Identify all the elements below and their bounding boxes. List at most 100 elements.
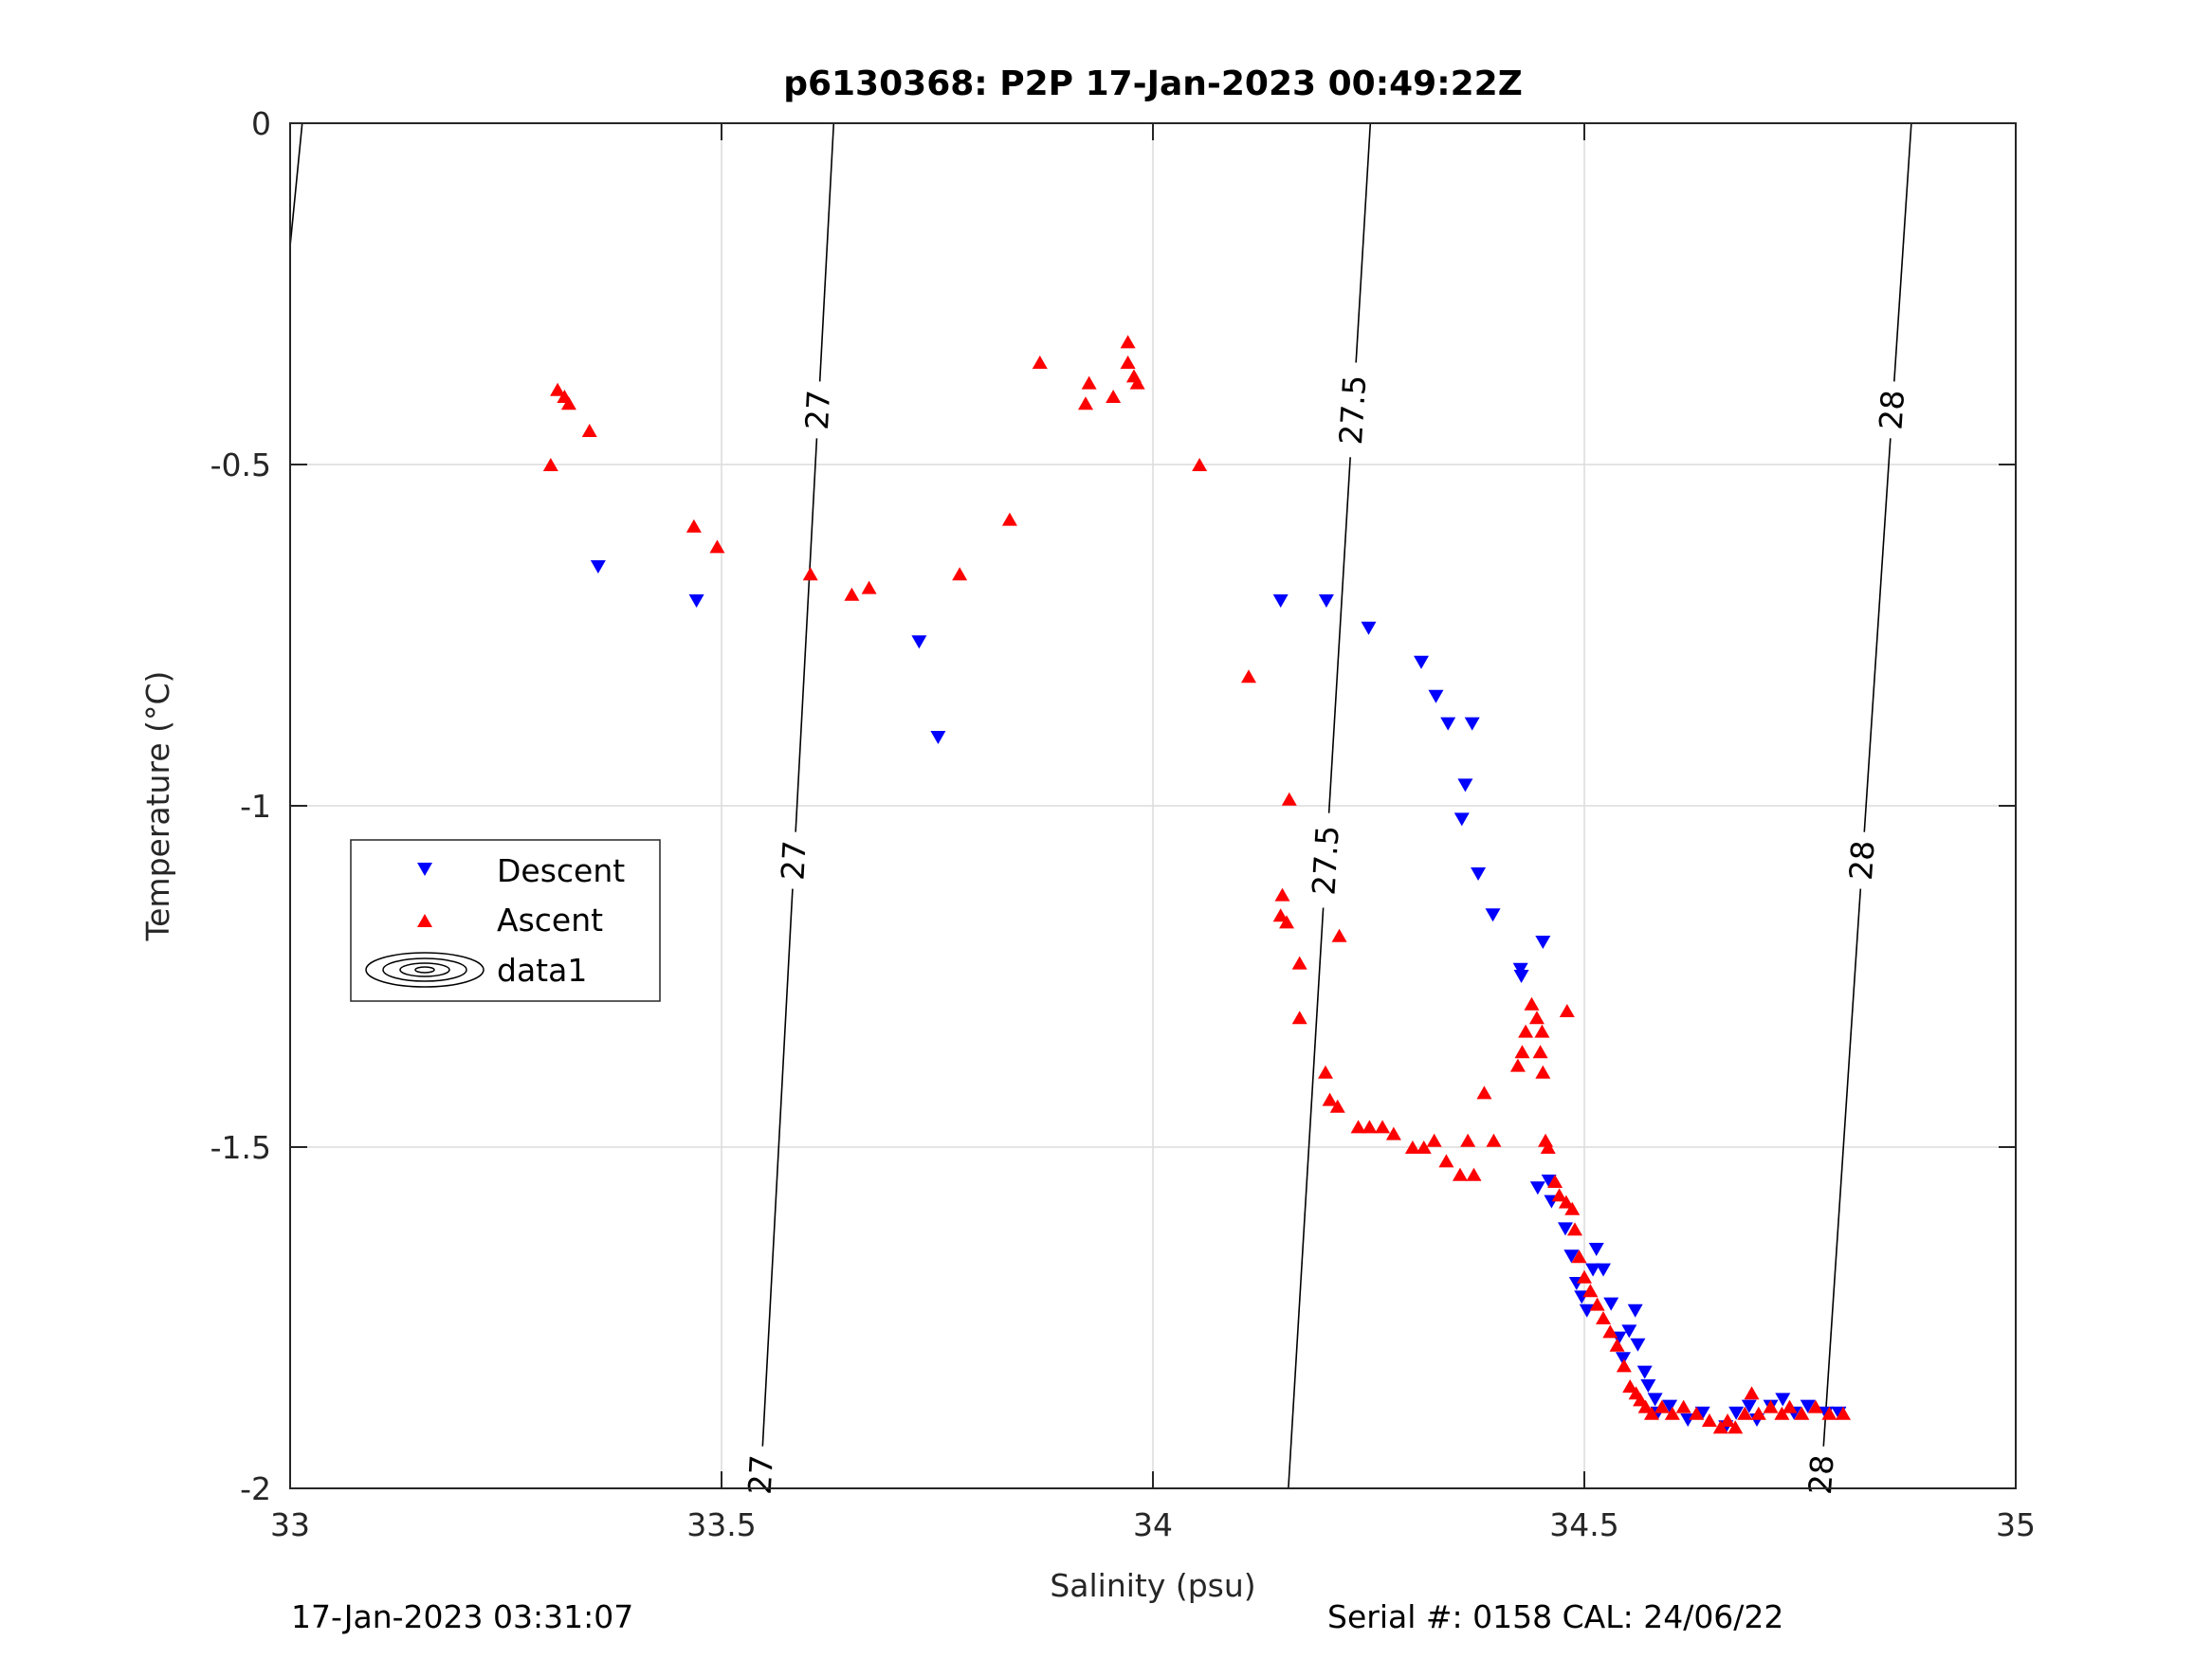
descent-point (1513, 970, 1529, 983)
contour-line-27.5 (1355, 122, 1372, 363)
contour-label-28: 28 (1842, 839, 1882, 881)
ascent-point (1486, 1133, 1502, 1147)
ascent-point (1279, 915, 1295, 929)
ascent-point (1081, 375, 1097, 390)
ascent-point (1720, 1413, 1736, 1427)
descent-point (1647, 1393, 1663, 1407)
contour-line-28 (1863, 438, 1892, 832)
ascent-point (1744, 1386, 1760, 1400)
y-tick-label: 0 (251, 105, 271, 142)
ascent-point (1609, 1338, 1625, 1352)
descent-point (1596, 1263, 1612, 1277)
ascent-point (1404, 1140, 1420, 1154)
ascent-point (1106, 390, 1122, 403)
ascent-point (1616, 1358, 1632, 1373)
ascent-point (1728, 1420, 1744, 1434)
ascent-point (1558, 1194, 1574, 1209)
descent-point (1485, 908, 1501, 922)
descent-point (1457, 778, 1473, 793)
legend-label-ascent: Ascent (497, 902, 603, 939)
descent-point (1318, 594, 1334, 608)
contour-line-partial (289, 122, 303, 246)
y-axis-label: Temperature (°C) (139, 671, 176, 942)
descent-point (1603, 1297, 1619, 1311)
descent-point (1563, 1249, 1580, 1264)
x-tick-label: 33 (270, 1506, 310, 1543)
legend[interactable]: Descent Ascent data1 (350, 839, 661, 1002)
ascent-point (1509, 1058, 1526, 1072)
ascent-point (1582, 1284, 1599, 1298)
contour-label-28: 28 (1872, 389, 1911, 430)
chart-title: p6130368: P2P 17-Jan-2023 00:49:22Z (783, 64, 1523, 103)
descent-point (1627, 1304, 1643, 1318)
ascent-point (1291, 1011, 1307, 1025)
ascent-point (1532, 1045, 1548, 1059)
descent-point (1361, 621, 1377, 635)
descent-point (1636, 1365, 1653, 1379)
legend-label-descent: Descent (497, 852, 625, 889)
descent-point (1621, 1324, 1637, 1339)
descent-point (1630, 1338, 1646, 1352)
ascent-point (1564, 1201, 1581, 1215)
ascent-point (1643, 1406, 1659, 1420)
descent-point (1640, 1379, 1656, 1393)
x-tick-label: 34.5 (1549, 1506, 1618, 1543)
ascent-point (1535, 1065, 1551, 1079)
ascent-point (1272, 908, 1289, 922)
descent-point (1541, 1175, 1557, 1188)
ascent-point (1466, 1167, 1482, 1181)
ascent-point (1416, 1140, 1432, 1154)
contour-line-27 (795, 438, 818, 832)
ascent-point (581, 424, 597, 437)
ascent-point (1675, 1399, 1691, 1413)
ascent-point (1637, 1399, 1654, 1413)
ascent-point (1001, 512, 1017, 526)
ascent-point (1514, 1045, 1530, 1059)
ascent-point (1120, 335, 1136, 349)
data-markers (542, 335, 1851, 1434)
descent-point (1512, 962, 1528, 976)
descent-point (1800, 1399, 1816, 1413)
ascent-point (1322, 1092, 1338, 1106)
ascent-point (1664, 1406, 1680, 1420)
descent-point (1428, 689, 1444, 703)
descent-point (911, 635, 927, 649)
legend-contour-icon (365, 952, 484, 988)
ascent-point (952, 567, 968, 581)
ascent-point (1622, 1379, 1638, 1393)
ascent-point (1559, 1004, 1575, 1017)
descent-point (1615, 1352, 1631, 1366)
ascent-point (1547, 1175, 1563, 1188)
descent-point (1535, 936, 1551, 949)
legend-box (350, 839, 661, 1002)
axis-ticks: 33 33.5 34 34.5 35 0 -0.5 -1 -1.5 -2 (210, 105, 2036, 1543)
ascent-point (1438, 1154, 1454, 1168)
descent-point (1775, 1393, 1791, 1407)
descent-point (1585, 1263, 1601, 1277)
contour-line-27.5 (1327, 457, 1351, 813)
ascent-point (1794, 1406, 1810, 1420)
ascent-point (1774, 1406, 1790, 1420)
ascent-point (686, 519, 702, 533)
ascent-point (1241, 669, 1257, 684)
descent-point (1579, 1304, 1595, 1318)
descent-point (1464, 717, 1480, 731)
ascent-point (1274, 887, 1290, 902)
descent-point (1741, 1399, 1757, 1413)
ascent-point (1129, 375, 1145, 390)
ascent-point (709, 539, 725, 554)
descent-point (1728, 1406, 1745, 1420)
contour-label-27.5: 27.5 (1332, 374, 1373, 447)
ascent-point (1750, 1406, 1766, 1420)
y-tick-label: -1 (240, 788, 271, 825)
ascent-point (1807, 1399, 1823, 1413)
y-tick-label: -1.5 (210, 1129, 271, 1166)
descent-point (1529, 1181, 1545, 1195)
ascent-point (560, 396, 576, 410)
footer-timestamp: 17-Jan-2023 03:31:07 (291, 1598, 634, 1635)
contour-line-27 (761, 888, 794, 1447)
x-axis-label: Salinity (psu) (1050, 1567, 1255, 1604)
ascent-point (1566, 1222, 1582, 1236)
ascent-point (1078, 396, 1094, 410)
